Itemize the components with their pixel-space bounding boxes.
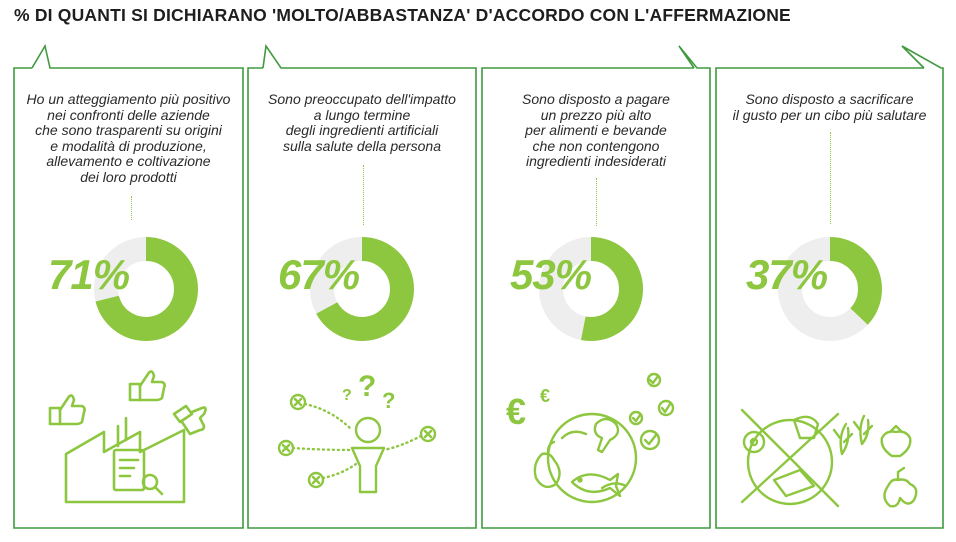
donut-value-arc (778, 237, 882, 341)
donut-ring (778, 237, 882, 341)
donut-value-arc (310, 237, 414, 341)
statement-text: Sono disposto a sacrificare il gusto per… (716, 91, 943, 123)
statement-text: Sono disposto a pagare un prezzo più alt… (482, 91, 710, 170)
svg-text:€: € (506, 391, 526, 432)
panel-frame-1 (13, 43, 244, 529)
statement-line: per alimenti e bevande (525, 122, 667, 138)
statement-line: ingredienti indesiderati (525, 153, 667, 169)
donut-chart (94, 237, 198, 341)
globe-euro-food-icon: € € (506, 372, 675, 504)
statement-text: Sono preoccupato dell'impatto a lungo te… (248, 91, 476, 154)
person-question-icon: ? ? ? (277, 370, 437, 494)
statement-line: il gusto per un cibo più salutare (732, 106, 927, 123)
statement-line: un prezzo più alto (540, 106, 652, 123)
page-title: % DI QUANTI SI DICHIARANO 'MOLTO/ABBASTA… (14, 5, 791, 25)
percent-label: 67% (278, 251, 360, 298)
panel-frame-3 (481, 45, 711, 529)
stat-panel-2: Sono preoccupato dell'impatto a lungo te… (248, 68, 476, 528)
statement-line: che non contengono (532, 137, 660, 154)
donut-ring (310, 237, 414, 341)
statement-line: nei confronti delle aziende (47, 106, 210, 123)
donut-ring (539, 237, 643, 341)
svg-text:€: € (540, 386, 550, 406)
dotted-connector (131, 196, 132, 220)
donut-value-arc (539, 237, 643, 341)
statement-line: Sono disposto a pagare (522, 91, 670, 107)
statement-line: e modalità di produzione, (50, 137, 207, 154)
dotted-connector (830, 132, 831, 224)
dotted-connector (363, 165, 364, 225)
percent-label: 53% (510, 251, 592, 298)
donut-chart (539, 237, 643, 341)
donut-chart (778, 237, 882, 341)
statement-text: Ho un atteggiamento più positivo nei con… (14, 91, 243, 185)
factory-thumbs-up-icon (48, 370, 207, 504)
statement-line: a lungo termine (313, 106, 411, 123)
statement-line: sulla salute della persona (283, 137, 441, 154)
donut-value-arc (94, 237, 198, 341)
statement-line: Ho un atteggiamento più positivo (26, 91, 231, 107)
statement-line: degli ingredienti artificiali (285, 122, 439, 138)
statement-line: Sono disposto a sacrificare (745, 91, 914, 107)
stat-panel-3: Sono disposto a pagare un prezzo più alt… (482, 68, 710, 528)
donut-ring (94, 237, 198, 341)
statement-line: allevamento e coltivazione (46, 153, 211, 169)
dotted-connector (596, 178, 597, 226)
statement-line: Sono preoccupato dell'impatto (268, 91, 456, 107)
svg-text:?: ? (382, 388, 395, 413)
percent-label: 37% (746, 251, 828, 298)
percent-label: 71% (48, 251, 130, 298)
healthy-food-swap-icon (740, 408, 918, 508)
stat-panel-4: Sono disposto a sacrificare il gusto per… (716, 68, 943, 528)
stat-panel-1: Ho un atteggiamento più positivo nei con… (14, 68, 243, 528)
donut-chart (310, 237, 414, 341)
svg-text:?: ? (358, 370, 376, 403)
statement-line: dei loro prodotti (80, 168, 177, 185)
panel-frame-4 (715, 45, 944, 529)
panel-frame-2 (247, 43, 477, 529)
statement-line: che sono trasparenti su origini (35, 122, 222, 138)
svg-text:?: ? (342, 387, 352, 404)
